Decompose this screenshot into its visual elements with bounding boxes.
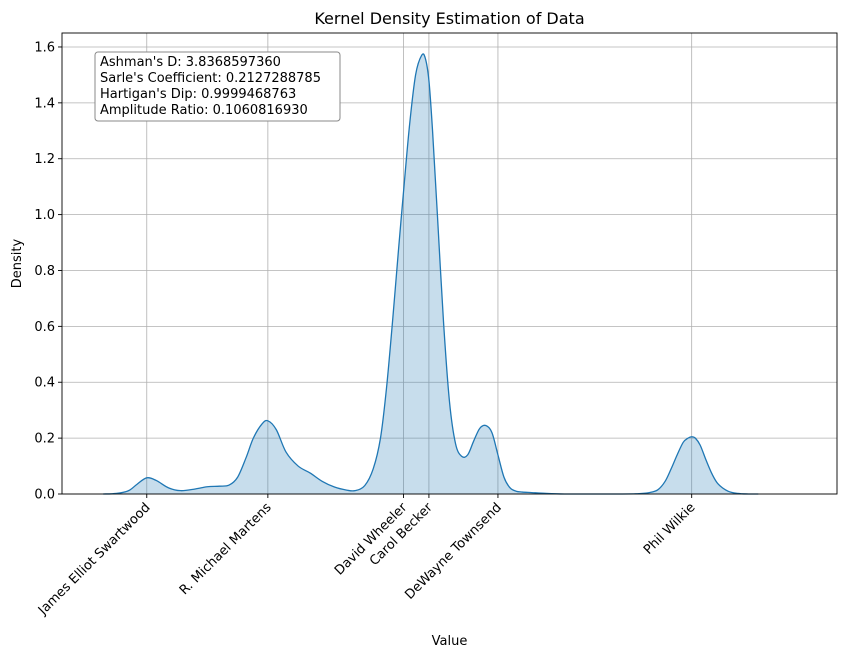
x-tick-label: James Elliot Swartwood (35, 500, 154, 619)
y-tick-label: 1.4 (34, 96, 55, 111)
density-fill-area (103, 53, 759, 494)
stats-annotation-box: Ashman's D: 3.8368597360 Sarle's Coeffic… (94, 51, 341, 122)
x-axis-label: Value (432, 634, 468, 649)
stat-sarles-coefficient: Sarle's Coefficient: 0.2127288785 (100, 71, 321, 86)
data-layer (103, 53, 759, 495)
density-curve-line (103, 53, 759, 495)
y-tick-label: 0.8 (34, 264, 55, 279)
x-tick-label: R. Michael Martens (177, 500, 275, 598)
chart-title: Kernel Density Estimation of Data (314, 9, 584, 28)
y-tick-label: 0.4 (34, 376, 55, 391)
x-tick-label: Phil Wilkie (641, 500, 699, 558)
stat-ashmans-d: Ashman's D: 3.8368597360 (100, 55, 281, 70)
stat-amplitude-ratio: Amplitude Ratio: 0.1060816930 (100, 103, 308, 118)
y-tick-label: 1.2 (34, 152, 55, 167)
y-tick-label: 1.6 (34, 40, 55, 55)
y-tick-label: 0.6 (34, 320, 55, 335)
plot-frame (61, 32, 838, 495)
stats-box-frame (94, 51, 341, 122)
y-tick-label: 0.0 (34, 488, 55, 503)
y-tick-label: 1.0 (34, 208, 55, 223)
axes: 0.0 0.2 0.4 0.6 0.8 1.0 1.2 1.4 1.6 James Elliot … (34, 40, 698, 618)
y-tick-label: 0.2 (34, 432, 55, 447)
stat-hartigans-dip: Hartigan's Dip: 0.9999468763 (100, 87, 296, 102)
y-axis-label: Density (10, 238, 25, 288)
